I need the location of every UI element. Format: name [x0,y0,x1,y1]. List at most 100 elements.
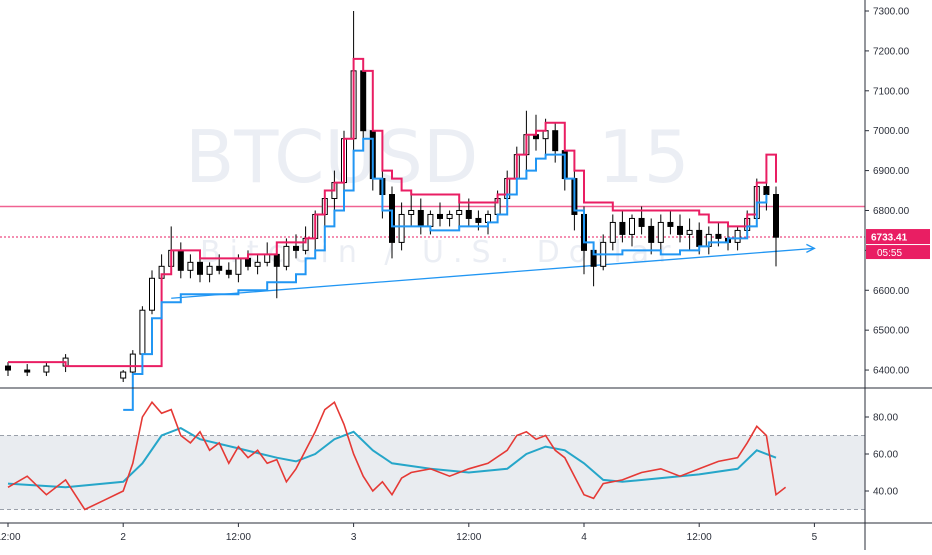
rsi-line [7,400,787,511]
candle-body [360,70,367,132]
candle-body [446,213,453,219]
candle [293,234,299,259]
candle [120,370,127,383]
candle [417,198,424,235]
price-tick-label: 6600.00 [873,286,910,297]
candle-body [677,225,683,235]
rsi-band-fill [0,435,865,510]
rsi-tick-label: 80.00 [873,413,898,424]
candle-body [43,365,50,373]
price-tick-label: 6500.00 [873,326,910,337]
candle-body [139,309,146,355]
candle-body [187,261,194,271]
candle-body [427,213,434,227]
candle-body [485,213,491,223]
rsi-ma-line [7,426,777,489]
candle [552,122,559,163]
time-tick-label: 4 [581,532,587,543]
symbol-watermark: BTCUSD 15 Bitcoin / U.S. Dollar [185,115,690,270]
time-tick-label: 12:00 [456,532,481,543]
candle-body [417,209,424,227]
candle [24,364,31,377]
candle [43,362,50,377]
candle-body [216,265,223,271]
candle-body [667,221,674,227]
candle [609,214,616,251]
candle-body [149,277,155,311]
candle-body [465,209,472,219]
time-tick-label: 12:00 [0,532,21,543]
candle-body [398,213,405,243]
candle-body [734,229,741,243]
candle [648,218,655,255]
candle [360,62,367,139]
watermark-interval: 15 [598,115,690,199]
candle-body [773,194,779,238]
upper-band-line [8,57,777,368]
price-tick-label: 6900.00 [873,166,910,177]
candle-body [657,221,664,243]
candle-body [120,371,127,379]
rsi-pane[interactable] [0,400,865,511]
candle [629,214,635,247]
candle [686,218,693,251]
candle-body [648,225,655,243]
time-tick-label: 3 [351,532,357,543]
candle-body [264,253,271,263]
candle-body [254,261,261,267]
candle [283,238,290,271]
candle [677,214,683,243]
price-tick-label: 6400.00 [873,366,910,377]
trendline-arrow-icon [806,243,816,253]
candle [149,270,155,315]
candle [5,362,11,377]
price-tick-label: 6800.00 [873,206,910,217]
candle [657,214,664,251]
lower-band-line [123,137,768,411]
candle-body [129,353,136,373]
candle [273,250,280,299]
candle-body [629,217,635,235]
candle-body [686,229,693,235]
candle [437,202,443,227]
price-tick-label: 7100.00 [873,86,910,97]
candle [667,210,674,235]
candle-body [197,261,203,275]
rsi-tick-label: 60.00 [873,450,898,461]
candle-body [225,269,232,275]
candle-body [609,221,616,243]
trendline[interactable] [171,247,815,299]
rsi-tick-label: 40.00 [873,487,898,498]
candle-body [408,209,415,215]
countdown-label: 05:55 [877,248,902,259]
time-tick-label: 12:00 [687,532,712,543]
candle [197,258,203,283]
candle-body [235,257,242,275]
price-tick-label: 7200.00 [873,46,910,57]
price-tick-label: 7000.00 [873,126,910,137]
candle [475,210,482,231]
candle-body [552,130,559,152]
candle-body [177,249,184,271]
candle-body [763,186,770,196]
candle-body [456,209,463,215]
candle [705,226,712,255]
candle-body [24,369,31,373]
last-price-badge [866,229,930,245]
candle-body [273,253,280,267]
time-tick-label: 2 [120,532,126,543]
countdown-badge [866,245,930,260]
candle [129,350,136,375]
candle [206,262,213,283]
candle [408,190,415,227]
candle [773,186,779,267]
candle-body [638,217,645,227]
candle-body [293,245,299,251]
candle-body [245,257,251,267]
candle-body [696,229,703,247]
candle-body [283,245,290,267]
candle [177,242,184,279]
candle [225,262,232,279]
